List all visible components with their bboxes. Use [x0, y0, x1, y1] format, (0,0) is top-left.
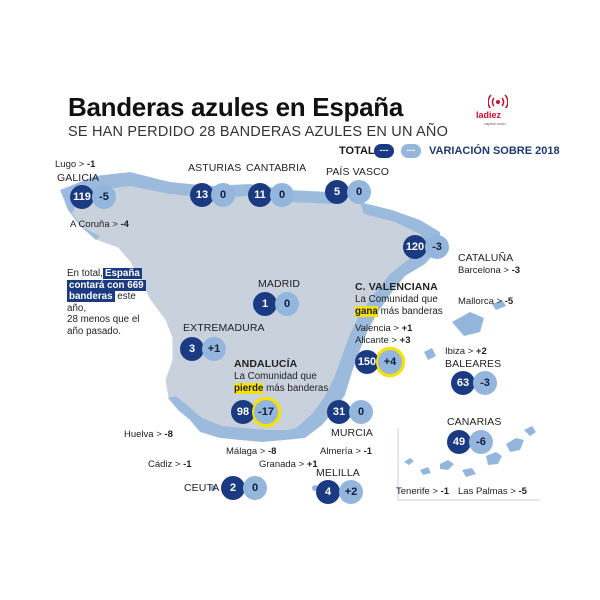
madrid-total-badge: 1	[253, 292, 277, 316]
east-coast-band	[296, 202, 440, 438]
region-name-andalucia: ANDALUCÍA	[234, 358, 298, 370]
note-highlight-count: contará con 669	[67, 279, 146, 291]
ceuta-variation-badge: 0	[243, 476, 267, 500]
province-alicante: Alicante > +3	[355, 335, 411, 346]
region-name-ceuta: CEUTA	[184, 482, 220, 494]
baleares-variation-badge: -3	[473, 371, 497, 395]
province-cadiz: Cádiz > -1	[148, 459, 192, 470]
paisvasco-variation-badge: 0	[347, 180, 371, 204]
province-almeria: Almería > -1	[320, 446, 373, 457]
canarias-variation-badge: -6	[469, 430, 493, 454]
ibiza-island	[424, 348, 436, 360]
broadcast-icon	[488, 94, 508, 108]
cantabria-variation-badge: 0	[270, 183, 294, 207]
page-title: Banderas azules en España	[68, 92, 403, 122]
region-name-cataluna: CATALUÑA	[458, 252, 514, 264]
province-lugo: Lugo > -1	[55, 159, 96, 170]
menorca-island	[492, 300, 506, 310]
galicia-total-badge: 119	[70, 185, 94, 209]
summary-note: En total, España contará con 669 banderas…	[67, 268, 146, 337]
province-huelva: Huelva > -8	[124, 429, 173, 440]
page-subtitle: SE HAN PERDIDO 28 BANDERAS AZULES EN UN …	[68, 124, 449, 140]
province-tenerife: Tenerife > -1	[396, 486, 450, 497]
andalucia-variation-badge: -17	[254, 400, 278, 424]
galicia-variation-badge: -5	[92, 185, 116, 209]
region-name-madrid: MADRID	[258, 278, 301, 290]
valenciana-description: La Comunidad que gana más banderas	[355, 294, 443, 317]
paisvasco-total-badge: 5	[325, 180, 349, 204]
province-barcelona: Barcelona > -3	[458, 265, 521, 276]
ceuta-dot	[210, 485, 216, 491]
canarias-frame	[397, 428, 540, 501]
extremadura-total-badge: 3	[180, 337, 204, 361]
province-mallorca: Mallorca > -5	[458, 296, 514, 307]
asturias-total-badge: 13	[190, 183, 214, 207]
region-name-asturias: ASTURIAS	[188, 162, 242, 174]
cataluna-variation-badge: -3	[425, 235, 449, 259]
note-highlight-banderas: banderas	[67, 291, 115, 302]
legend-variation-swatch: ---	[401, 144, 421, 158]
madrid-variation-badge: 0	[275, 292, 299, 316]
legend-total-label: TOTAL	[339, 145, 375, 157]
note-highlight-espana: España	[102, 268, 142, 279]
valenciana-variation-badge: +4	[378, 350, 402, 374]
cantabria-total-badge: 11	[248, 183, 272, 207]
south-coast-band	[168, 396, 305, 442]
asturias-variation-badge: 0	[211, 183, 235, 207]
province-granada: Granada > +1	[259, 459, 318, 470]
baleares-total-badge: 63	[451, 371, 475, 395]
extremadura-variation-badge: +1	[202, 337, 226, 361]
valenciana-total-badge: 150	[355, 350, 379, 374]
melilla-total-badge: 4	[316, 480, 340, 504]
province-laspalmas: Las Palmas > -5	[458, 486, 527, 497]
mallorca-island	[452, 312, 484, 336]
province-valencia: Valencia > +1	[355, 323, 413, 334]
province-malaga: Málaga > -8	[226, 446, 277, 457]
region-name-murcia: MURCIA	[331, 427, 374, 439]
region-name-galicia: GALICIA	[57, 172, 100, 184]
legend-total-swatch: ---	[374, 144, 394, 158]
andalucia-total-badge: 98	[231, 400, 255, 424]
melilla-variation-badge: +2	[339, 480, 363, 504]
province-coruna: A Coruña > -4	[70, 219, 129, 230]
province-ibiza: Ibiza > +2	[445, 346, 487, 357]
murcia-total-badge: 31	[327, 400, 351, 424]
galicia-coast-band	[60, 190, 100, 240]
andalucia-description: La Comunidad que pierde más banderas	[234, 371, 329, 394]
brand-logo: ladiez capital radio	[470, 92, 528, 132]
legend-variation-label: VARIACIÓN SOBRE 2018	[429, 145, 560, 157]
region-name-extremadura: EXTREMADURA	[183, 322, 265, 334]
region-name-valenciana: C. VALENCIANA	[355, 281, 438, 293]
ceuta-total-badge: 2	[221, 476, 245, 500]
cataluna-total-badge: 120	[403, 235, 427, 259]
logo-text: ladiez	[476, 110, 502, 120]
canarias-islands	[404, 426, 536, 477]
region-name-paisvasco: PAÍS VASCO	[326, 166, 390, 178]
logo-subtext: capital radio	[484, 121, 506, 126]
region-name-canarias: CANARIAS	[447, 416, 502, 428]
canarias-total-badge: 49	[447, 430, 471, 454]
region-name-cantabria: CANTABRIA	[246, 162, 307, 174]
region-name-baleares: BALEARES	[445, 358, 502, 370]
murcia-variation-badge: 0	[349, 400, 373, 424]
region-name-melilla: MELILLA	[316, 467, 360, 479]
